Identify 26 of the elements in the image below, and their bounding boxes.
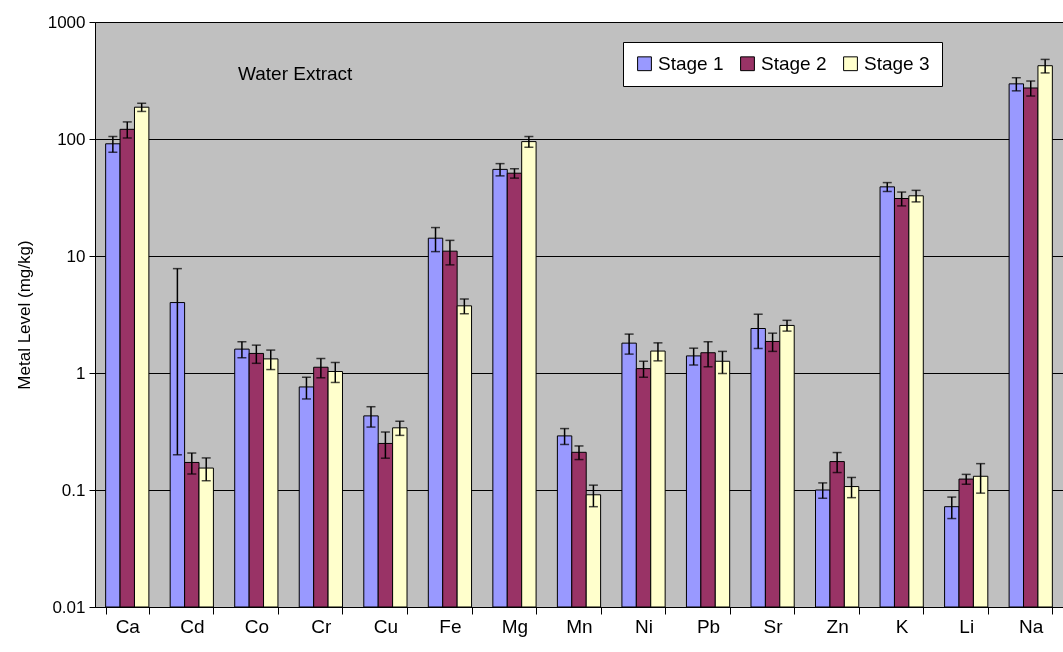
- y-tick-label: 1000: [47, 12, 86, 32]
- y-tick-label: 0.1: [61, 480, 86, 500]
- legend-label: Stage 2: [761, 52, 827, 74]
- x-tick-label: Co: [244, 615, 269, 637]
- annotation: Water Extract: [238, 63, 354, 84]
- x-tick-label: Cr: [311, 615, 333, 637]
- x-tick-label: Cu: [373, 615, 399, 637]
- y-tick-label: 10: [66, 246, 86, 266]
- legend-label: Stage 3: [864, 52, 930, 74]
- y-tick-label: 1: [76, 363, 86, 383]
- x-tick-label: Mn: [566, 615, 593, 637]
- x-tick-label: Zn: [826, 615, 849, 637]
- x-tick-label: Fe: [439, 615, 462, 637]
- legend-label: Stage 1: [658, 52, 724, 74]
- x-tick-label: Sr: [763, 615, 784, 637]
- x-tick-label: Na: [1019, 615, 1044, 637]
- x-tick-label: Ca: [115, 615, 141, 637]
- x-tick-label: Li: [959, 615, 975, 637]
- x-tick-label: Mg: [501, 615, 529, 637]
- y-axis-title: Metal Level (mg/kg): [14, 240, 34, 390]
- y-tick-label: 0.01: [52, 597, 86, 617]
- x-tick-label: K: [895, 615, 909, 637]
- x-tick-label: Ni: [635, 615, 654, 637]
- x-tick-label: Pb: [696, 615, 721, 637]
- x-tick-label: Cd: [180, 615, 205, 637]
- y-tick-label: 100: [57, 129, 86, 149]
